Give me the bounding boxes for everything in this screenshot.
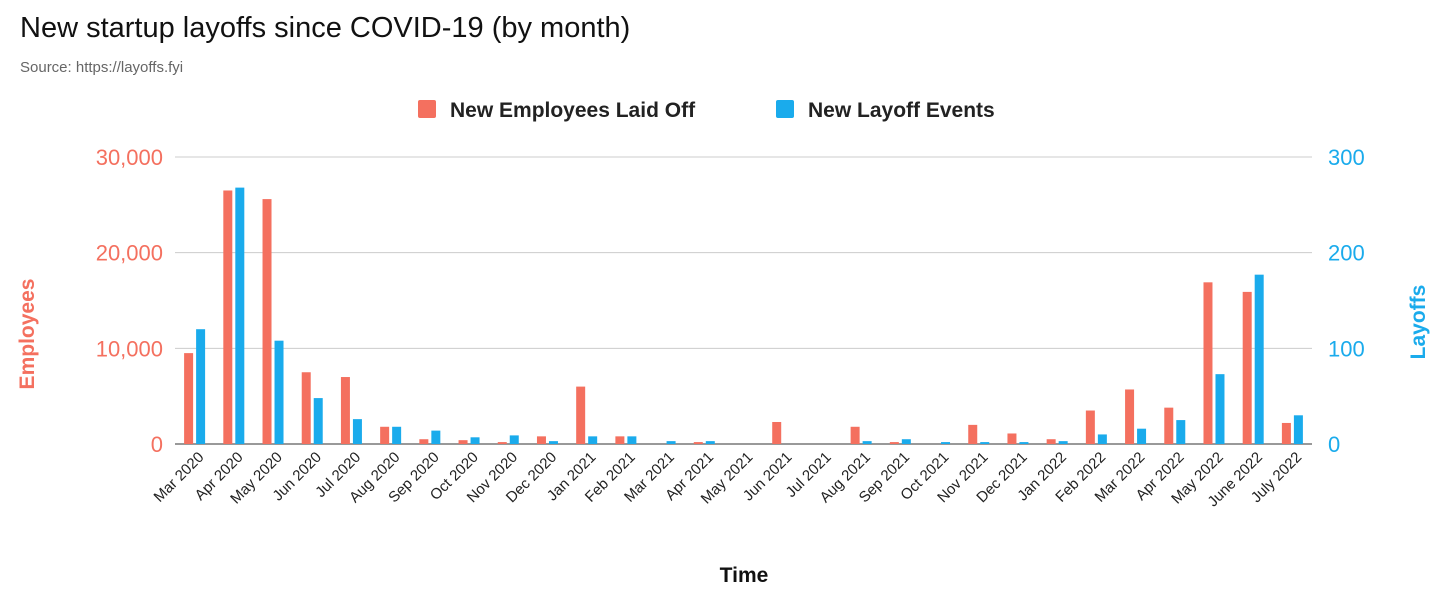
bar-employees-laid-off xyxy=(1007,433,1017,444)
bar-layoff-events xyxy=(1254,274,1264,444)
legend-label-events: New Layoff Events xyxy=(808,99,995,122)
y-tick-right: 200 xyxy=(1328,241,1365,266)
bar-employees-laid-off xyxy=(497,442,507,444)
bar-layoff-events xyxy=(235,187,245,444)
bar-layoff-events xyxy=(392,426,402,444)
bar-layoff-events xyxy=(1058,441,1068,444)
bar-layoff-events xyxy=(1019,442,1029,444)
bar-employees-laid-off xyxy=(419,439,429,444)
bar-employees-laid-off xyxy=(340,377,350,444)
bar-employees-laid-off xyxy=(301,372,311,444)
bar-layoff-events xyxy=(1097,434,1107,444)
bar-layoff-events xyxy=(666,441,676,444)
bar-employees-laid-off xyxy=(1164,407,1174,444)
bar-employees-laid-off xyxy=(262,199,272,444)
bar-employees-laid-off xyxy=(889,442,899,444)
bar-layoff-events xyxy=(941,442,951,444)
x-axis-label: Time xyxy=(720,564,769,587)
y-tick-left: 0 xyxy=(151,432,163,457)
chart-subtitle: Source: https://layoffs.fyi xyxy=(20,59,184,76)
y-tick-left: 30,000 xyxy=(96,145,163,170)
right-axis-ticks: 0 100 200 300 xyxy=(1328,145,1365,457)
bar-layoff-events xyxy=(862,441,872,444)
bar-layoff-events xyxy=(1176,420,1186,444)
bar-layoff-events xyxy=(901,439,911,444)
legend-swatch-events xyxy=(776,100,794,118)
bar-layoff-events xyxy=(431,430,441,444)
bar-employees-laid-off xyxy=(184,353,194,444)
bar-employees-laid-off xyxy=(536,436,546,444)
bar-layoff-events xyxy=(548,441,558,444)
chart-title: New startup layoffs since COVID-19 (by m… xyxy=(20,12,631,44)
bar-employees-laid-off xyxy=(1046,439,1056,444)
bar-employees-laid-off xyxy=(223,190,233,444)
y-axis-left-label: Employees xyxy=(16,279,39,390)
bar-employees-laid-off xyxy=(1085,410,1095,444)
y-tick-right: 300 xyxy=(1328,145,1365,170)
bar-layoff-events xyxy=(980,442,990,444)
bar-employees-laid-off xyxy=(772,421,782,444)
bar-employees-laid-off xyxy=(458,440,468,444)
bar-layoff-events xyxy=(705,441,715,444)
bar-layoff-events xyxy=(627,436,637,444)
bar-layoff-events xyxy=(352,419,362,444)
bar-employees-laid-off xyxy=(1281,422,1291,444)
bar-layoff-events xyxy=(274,340,284,444)
bar-layoff-events xyxy=(1293,415,1303,444)
bar-layoff-events xyxy=(1137,428,1147,444)
y-axis-right-label: Layoffs xyxy=(1407,285,1430,360)
bar-employees-laid-off xyxy=(1203,282,1213,444)
y-tick-right: 100 xyxy=(1328,336,1365,361)
bar-employees-laid-off xyxy=(1125,389,1135,444)
legend: New Employees Laid Off New Layoff Events xyxy=(418,99,995,122)
bar-layoff-events xyxy=(313,398,323,444)
bar-employees-laid-off xyxy=(380,426,390,444)
y-tick-right: 0 xyxy=(1328,432,1340,457)
left-axis-ticks: 0 10,000 20,000 30,000 xyxy=(96,145,163,457)
bar-employees-laid-off xyxy=(576,386,586,444)
bar-layoff-events xyxy=(509,435,519,444)
gridlines xyxy=(175,156,1312,445)
bar-employees-laid-off xyxy=(693,442,703,444)
bar-employees-laid-off xyxy=(968,424,978,444)
legend-label-employees: New Employees Laid Off xyxy=(450,99,696,122)
bar-layoff-events xyxy=(470,437,480,444)
legend-swatch-employees xyxy=(418,100,436,118)
y-tick-left: 20,000 xyxy=(96,241,163,266)
bar-layoff-events xyxy=(1215,374,1225,444)
bar-employees-laid-off xyxy=(850,426,860,444)
bar-layoff-events xyxy=(588,436,598,444)
bar-employees-laid-off xyxy=(1242,291,1252,444)
bar-layoff-events xyxy=(196,329,206,444)
bar-employees-laid-off xyxy=(615,436,625,444)
y-tick-left: 10,000 xyxy=(96,336,163,361)
bars xyxy=(184,187,1303,444)
